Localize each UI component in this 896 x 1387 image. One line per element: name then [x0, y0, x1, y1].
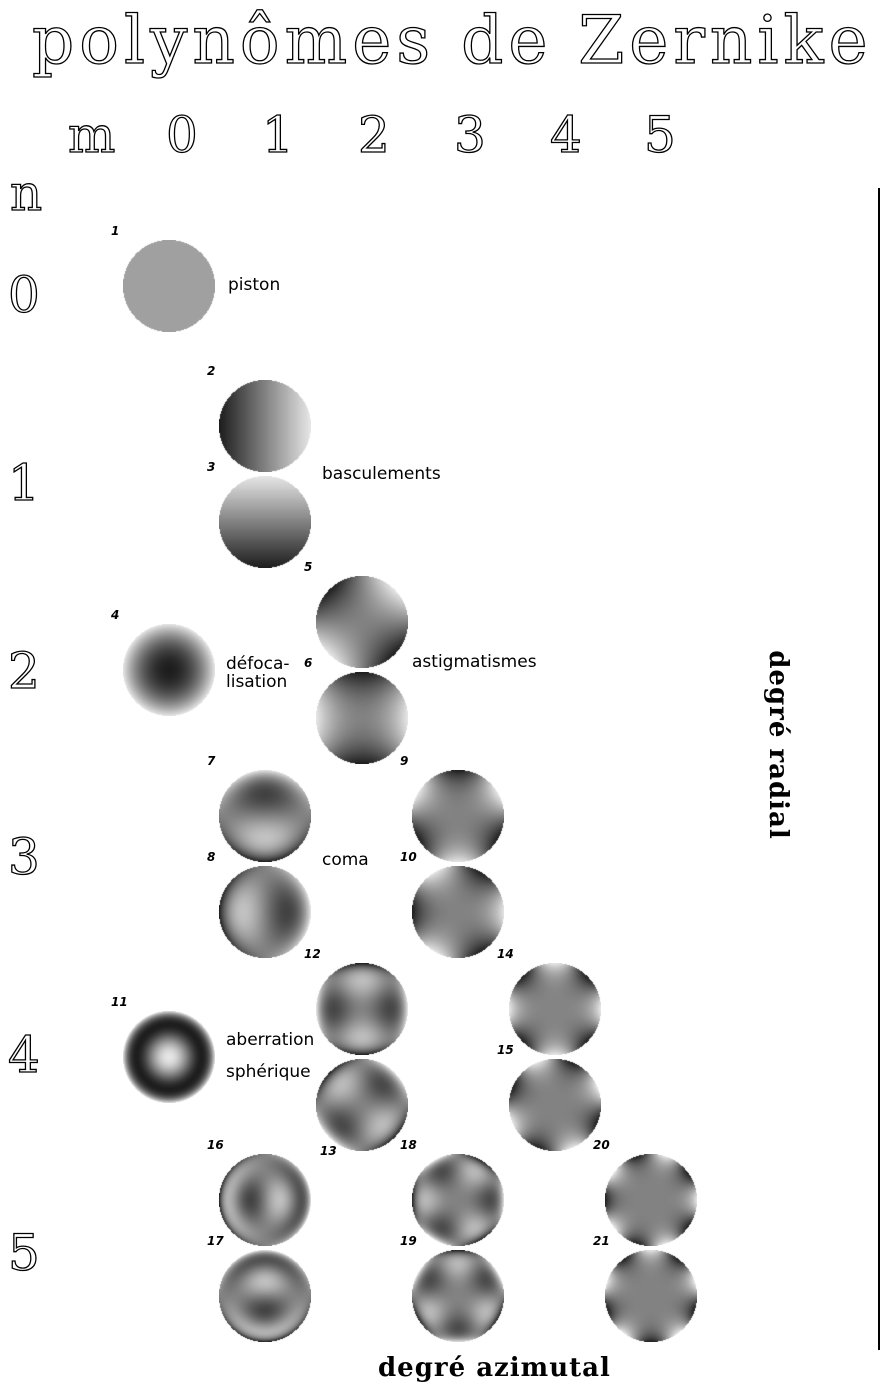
m-header: m — [67, 106, 116, 164]
m-label-5: 5 — [643, 106, 676, 164]
label-aberration-1: aberration — [226, 1030, 315, 1050]
label-defocalisation-1: défoca- — [226, 654, 290, 674]
zernike-disk-9 — [412, 770, 504, 862]
mode-index-5: 5 — [304, 560, 313, 574]
mode-index-6: 6 — [304, 656, 313, 670]
zernike-disk-10 — [412, 866, 504, 958]
n-label-1: 1 — [7, 454, 40, 512]
label-defocalisation-2: lisation — [226, 672, 288, 692]
zernike-disk-12 — [316, 963, 408, 1055]
mode-index-20: 20 — [593, 1138, 610, 1152]
label-aberration-2: sphérique — [226, 1062, 311, 1082]
mode-index-1: 1 — [111, 224, 120, 238]
zernike-disk-18 — [412, 1154, 504, 1246]
mode-index-11: 11 — [111, 995, 128, 1009]
mode-index-10: 10 — [400, 850, 417, 864]
m-label-1: 1 — [261, 106, 294, 164]
mode-index-4: 4 — [111, 608, 120, 622]
zernike-disk-21 — [605, 1250, 697, 1342]
mode-index-19: 19 — [400, 1234, 417, 1248]
n-label-2: 2 — [7, 642, 40, 700]
mode-index-9: 9 — [400, 754, 409, 768]
mode-index-15: 15 — [497, 1043, 514, 1057]
mode-index-2: 2 — [207, 364, 216, 378]
mode-index-21: 21 — [593, 1234, 610, 1248]
mode-index-14: 14 — [497, 947, 514, 961]
zernike-disk-1 — [123, 240, 215, 332]
zernike-disk-6 — [316, 672, 408, 764]
m-label-4: 4 — [549, 106, 582, 164]
zernike-disk-15 — [509, 1059, 601, 1151]
zernike-disk-20 — [605, 1154, 697, 1246]
x-axis-label: degré azimutal — [378, 1353, 611, 1383]
mode-index-3: 3 — [207, 460, 216, 474]
zernike-disk-4 — [123, 624, 215, 716]
n-label-0: 0 — [7, 266, 40, 324]
zernike-disk-14 — [509, 963, 601, 1055]
n-header: n — [9, 164, 43, 222]
zernike-disk-16 — [219, 1154, 311, 1246]
mode-index-18: 18 — [400, 1138, 417, 1152]
zernike-disk-3 — [219, 476, 311, 568]
zernike-disk-19 — [412, 1250, 504, 1342]
m-label-3: 3 — [453, 106, 486, 164]
label-piston: piston — [228, 275, 281, 295]
label-astigmatismes: astigmatismes — [412, 652, 537, 672]
diagram-title: polynômes de Zernike — [31, 2, 873, 79]
zernike-disk-13 — [316, 1059, 408, 1151]
zernike-disk-2 — [219, 380, 311, 472]
n-label-4: 4 — [7, 1026, 40, 1084]
y-axis-label: degré radial — [763, 650, 793, 840]
label-basculements: basculements — [322, 464, 441, 484]
right-border-line — [878, 188, 880, 1350]
label-coma: coma — [322, 850, 369, 870]
zernike-disk-5 — [316, 576, 408, 668]
mode-index-13: 13 — [320, 1144, 337, 1158]
zernike-disk-8 — [219, 866, 311, 958]
zernike-disk-17 — [219, 1250, 311, 1342]
mode-index-12: 12 — [304, 947, 321, 961]
mode-index-16: 16 — [207, 1138, 224, 1152]
zernike-disk-7 — [219, 770, 311, 862]
mode-index-17: 17 — [207, 1234, 224, 1248]
zernike-disk-11 — [123, 1011, 215, 1103]
mode-index-7: 7 — [207, 754, 216, 768]
m-label-0: 0 — [165, 106, 198, 164]
n-label-5: 5 — [7, 1224, 40, 1282]
n-label-3: 3 — [7, 828, 40, 886]
mode-index-8: 8 — [207, 850, 216, 864]
m-label-2: 2 — [357, 106, 390, 164]
